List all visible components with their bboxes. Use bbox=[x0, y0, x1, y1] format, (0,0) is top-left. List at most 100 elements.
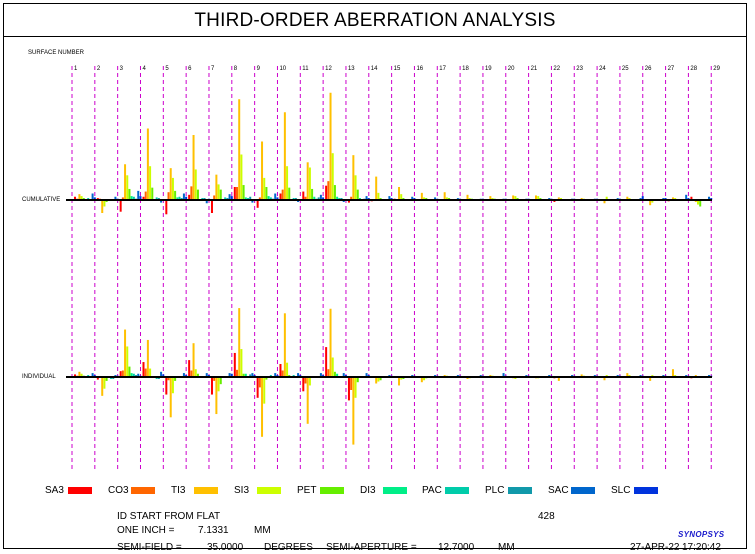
bar-pet-surface-12 bbox=[333, 371, 336, 377]
bar-sac-surface-3 bbox=[137, 373, 140, 377]
bar-ti3-surface-12 bbox=[329, 92, 332, 200]
one-inch-value: 7.1331 bbox=[198, 525, 229, 536]
individual-label: INDIVIDUAL bbox=[22, 374, 56, 380]
surface-number-tick: 21 bbox=[531, 66, 538, 72]
bar-sa3-surface-2 bbox=[96, 377, 99, 380]
bar-sa3-surface-1 bbox=[74, 374, 76, 377]
bar-sac-surface-4 bbox=[160, 200, 163, 203]
bar-ti3-surface-18 bbox=[466, 194, 469, 200]
bar-ti3-surface-20 bbox=[512, 195, 515, 200]
bar-pac-surface-4 bbox=[155, 197, 158, 200]
individual-bars bbox=[74, 308, 713, 445]
surface-number-tick: 4 bbox=[142, 66, 146, 72]
bar-co3-surface-7 bbox=[213, 377, 216, 381]
bar-slc-surface-11 bbox=[322, 197, 325, 200]
chart-frame bbox=[3, 3, 747, 549]
bar-pet-surface-28 bbox=[699, 200, 702, 207]
bar-ti3-surface-5 bbox=[169, 168, 172, 200]
one-inch-label: ONE INCH = bbox=[117, 525, 175, 536]
surface-number-label: SURFACE NUMBER bbox=[28, 50, 85, 56]
bar-ti3-surface-15 bbox=[398, 187, 401, 200]
bar-si3-surface-17 bbox=[445, 197, 448, 200]
surface-number-tick: 7 bbox=[211, 66, 215, 72]
bar-sac-surface-1 bbox=[91, 193, 94, 200]
bar-pet-surface-8 bbox=[242, 373, 245, 377]
bar-co3-surface-4 bbox=[144, 368, 147, 377]
date-stamp: 27-APR-22 bbox=[630, 542, 680, 553]
bar-sa3-surface-10 bbox=[279, 193, 282, 200]
bar-sa3-surface-6 bbox=[188, 360, 191, 377]
bar-ti3-surface-1 bbox=[78, 194, 81, 200]
semi-field-value: 35.0000 bbox=[207, 542, 244, 553]
bar-si3-surface-5 bbox=[171, 177, 174, 200]
bar-si3-surface-28 bbox=[697, 200, 700, 205]
bar-di3-surface-3 bbox=[130, 196, 133, 200]
legend-label: SA3 bbox=[45, 485, 64, 496]
bar-pac-surface-5 bbox=[178, 196, 181, 200]
bar-ti3-surface-8 bbox=[238, 308, 241, 377]
bar-sac-surface-28 bbox=[708, 196, 711, 200]
bar-pet-surface-14 bbox=[379, 377, 382, 381]
bar-ti3-surface-13 bbox=[352, 377, 355, 445]
surface-number-tick: 28 bbox=[690, 66, 697, 72]
bar-pac-surface-7 bbox=[224, 197, 227, 200]
bar-si3-surface-1 bbox=[80, 196, 83, 200]
semi-field-unit: DEGREES bbox=[264, 542, 313, 553]
bar-ti3-surface-2 bbox=[101, 200, 104, 213]
legend-label: DI3 bbox=[360, 485, 376, 496]
bar-slc-surface-3 bbox=[139, 196, 142, 200]
surface-number-tick: 18 bbox=[462, 66, 469, 72]
bar-sac-surface-3 bbox=[137, 190, 140, 200]
bar-di3-surface-3 bbox=[130, 373, 133, 377]
bar-sa3-surface-9 bbox=[256, 377, 259, 398]
bar-ti3-surface-26 bbox=[649, 377, 652, 381]
bar-di3-surface-11 bbox=[313, 196, 316, 200]
title-bar: THIRD-ORDER ABERRATION ANALYSIS bbox=[4, 4, 746, 37]
bar-pet-surface-8 bbox=[242, 185, 245, 200]
legend-swatch bbox=[320, 487, 344, 494]
bar-sa3-surface-11 bbox=[302, 377, 305, 392]
surface-number-tick: 12 bbox=[325, 66, 332, 72]
bar-sac-surface-13 bbox=[365, 196, 368, 200]
bar-sac-surface-12 bbox=[342, 373, 345, 377]
surface-number-tick: 27 bbox=[668, 66, 675, 72]
legend-swatch bbox=[508, 487, 532, 494]
bar-sac-surface-7 bbox=[228, 373, 231, 377]
bar-sac-surface-11 bbox=[319, 194, 322, 200]
bar-si3-surface-12 bbox=[331, 153, 334, 200]
bar-slc-surface-9 bbox=[276, 197, 279, 200]
bar-sac-surface-9 bbox=[274, 373, 277, 377]
synopsys-logo: SYNOPSYS bbox=[678, 530, 725, 539]
bar-co3-surface-3 bbox=[121, 370, 124, 377]
bar-ti3-surface-19 bbox=[489, 196, 492, 200]
bar-si3-surface-15 bbox=[400, 194, 403, 200]
bar-slc-surface-4 bbox=[162, 374, 165, 377]
surface-number-tick: 24 bbox=[599, 66, 606, 72]
bar-co3-surface-3 bbox=[121, 197, 124, 200]
bar-sac-surface-11 bbox=[319, 373, 322, 377]
bar-ti3-surface-7 bbox=[215, 174, 218, 200]
bar-co3-surface-6 bbox=[190, 186, 193, 200]
bar-di3-surface-8 bbox=[244, 197, 247, 200]
semi-aperture-label: SEMI-APERTURE = bbox=[326, 542, 417, 553]
bar-ti3-surface-4 bbox=[146, 339, 149, 377]
bar-si3-surface-6 bbox=[194, 369, 197, 377]
bar-slc-surface-25 bbox=[641, 196, 644, 200]
bar-si3-surface-13 bbox=[354, 377, 357, 398]
bar-di3-surface-12 bbox=[336, 196, 339, 200]
bar-pac-surface-9 bbox=[269, 197, 272, 200]
bar-sa3-surface-1 bbox=[74, 196, 76, 200]
bar-ti3-surface-10 bbox=[283, 313, 286, 377]
bar-si3-surface-13 bbox=[354, 175, 357, 200]
bar-ti3-surface-4 bbox=[146, 128, 149, 200]
bar-sac-surface-13 bbox=[365, 373, 368, 377]
bar-sa3-surface-3 bbox=[119, 200, 122, 212]
bar-pet-surface-13 bbox=[356, 189, 359, 200]
bar-sac-surface-5 bbox=[182, 193, 185, 200]
legend-label: PET bbox=[297, 485, 317, 496]
bar-sac-surface-15 bbox=[411, 196, 414, 200]
bar-si3-surface-24 bbox=[605, 196, 608, 200]
bar-si3-surface-11 bbox=[308, 167, 311, 200]
bar-ti3-surface-8 bbox=[238, 99, 241, 200]
